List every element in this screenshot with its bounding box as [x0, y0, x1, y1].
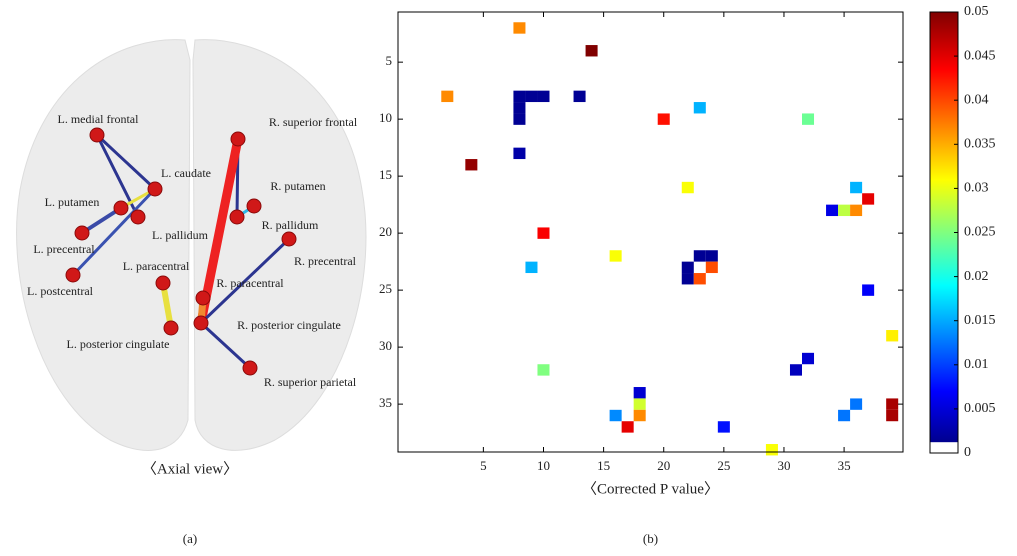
- cell: [838, 204, 851, 217]
- y-tick-label: 10: [379, 110, 392, 125]
- cell: [886, 398, 899, 410]
- cell: [537, 227, 550, 239]
- cell: [513, 102, 526, 114]
- node-label: L. posterior cingulate: [67, 337, 170, 351]
- cell: [765, 444, 778, 456]
- cell: [850, 398, 863, 410]
- node-label: L. postcentral: [27, 284, 94, 298]
- heatmap-panel: 5 10 15 20 25 30 35 5 10 15 20 25 30 35 〈Corrected P v…: [379, 4, 996, 546]
- brain-panel: L. medial frontal L. caudate L. putamen …: [16, 39, 367, 546]
- colorbar-tick-label: 0.025: [964, 225, 996, 240]
- cell: [838, 409, 851, 422]
- y-tick-label: 20: [379, 224, 392, 239]
- x-tick-label: 20: [657, 458, 670, 473]
- cell: [693, 273, 706, 285]
- node-label: L. paracentral: [123, 259, 190, 273]
- colorbar-tick-label: 0: [964, 445, 971, 460]
- node-label: L. putamen: [45, 195, 100, 209]
- cell: [802, 113, 815, 125]
- node-label: R. precentral: [294, 254, 357, 268]
- node-label: R. putamen: [270, 179, 325, 193]
- node-label: L. caudate: [161, 166, 211, 180]
- x-tick-label: 35: [838, 458, 851, 473]
- cell: [886, 409, 899, 422]
- cell: [513, 113, 526, 125]
- cell: [681, 261, 694, 274]
- cell: [621, 421, 634, 433]
- nodes: [65, 127, 297, 376]
- cell: [850, 204, 863, 217]
- cell: [465, 159, 478, 171]
- colorbar-tick-label: 0.01: [964, 357, 989, 372]
- node-label: R. superior frontal: [269, 115, 358, 129]
- node-label: R. pallidum: [262, 218, 319, 232]
- cell: [585, 45, 598, 57]
- cell: [681, 181, 694, 194]
- cell: [525, 90, 538, 103]
- node-label: L. pallidum: [152, 228, 209, 242]
- y-tick-label: 15: [379, 167, 392, 182]
- cell: [513, 147, 526, 160]
- colorbar-tick-label: 0.02: [964, 269, 989, 284]
- colorbar-tick-label: 0.035: [964, 137, 996, 152]
- cell: [862, 193, 875, 205]
- node-label: L. precentral: [33, 242, 95, 256]
- plot-frame: [397, 11, 904, 453]
- cell: [693, 102, 706, 114]
- colorbar-tick-label: 0.03: [964, 181, 989, 196]
- cell: [633, 409, 646, 422]
- colorbar-tick-label: 0.045: [964, 48, 996, 63]
- cell: [513, 22, 526, 34]
- cell: [850, 181, 863, 194]
- colorbar-tick-label: 0.015: [964, 313, 996, 328]
- caption: (a): [183, 531, 197, 546]
- cell: [657, 113, 670, 125]
- cell: [705, 261, 718, 274]
- node-label: L. medial frontal: [58, 112, 140, 126]
- x-tick-label: 25: [717, 458, 730, 473]
- x-tick-label: 5: [480, 458, 487, 473]
- node-label: R. posterior cingulate: [237, 318, 341, 332]
- axis-label: 〈Axial view〉: [142, 460, 238, 477]
- cell: [609, 409, 622, 422]
- y-tick-label: 35: [379, 395, 392, 410]
- cell: [573, 90, 586, 103]
- cell: [525, 261, 538, 274]
- cell: [789, 364, 802, 376]
- y-tick-label: 25: [379, 281, 392, 296]
- y-tick-label: 30: [379, 338, 392, 353]
- cell: [537, 90, 550, 103]
- cell: [513, 90, 526, 103]
- cell: [717, 421, 730, 433]
- x-tick-label: 15: [597, 458, 610, 473]
- colorbar-tick-label: 0.04: [964, 92, 989, 107]
- cell: [705, 250, 718, 262]
- colorbar: [929, 11, 959, 454]
- cell: [441, 90, 454, 103]
- cell: [609, 250, 622, 262]
- cell: [681, 273, 694, 285]
- cell: [886, 330, 899, 342]
- x-tick-label: 30: [777, 458, 790, 473]
- node-label: R. paracentral: [216, 276, 284, 290]
- caption: (b): [643, 531, 658, 546]
- y-tick-label: 5: [386, 53, 393, 68]
- cell: [633, 398, 646, 410]
- colorbar-tick-label: 0.05: [964, 4, 989, 19]
- axis-label: 〈Corrected P value〉: [582, 480, 719, 497]
- x-tick-label: 10: [537, 458, 550, 473]
- cell: [862, 284, 875, 296]
- cell: [693, 250, 706, 262]
- cell: [802, 352, 815, 365]
- cell: [826, 204, 839, 217]
- cell: [537, 364, 550, 376]
- colorbar-tick-label: 0.005: [964, 401, 996, 416]
- cell: [633, 387, 646, 399]
- node-label: R. superior parietal: [264, 375, 357, 389]
